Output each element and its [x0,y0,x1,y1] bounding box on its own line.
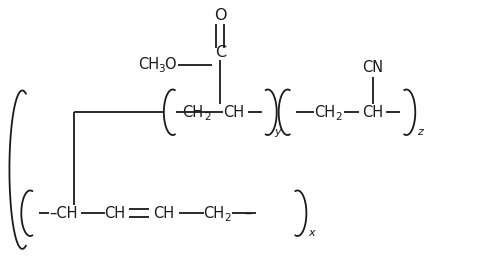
Text: 2: 2 [204,112,211,122]
Text: CH: CH [182,105,203,120]
Text: 2: 2 [224,213,231,223]
Text: y: y [274,127,281,137]
Text: –CH: –CH [49,206,78,221]
Text: O: O [164,57,175,72]
Text: C: C [215,45,226,60]
Text: 3: 3 [159,64,165,74]
Text: CH: CH [138,57,160,72]
Text: CH: CH [362,105,383,120]
Text: CH: CH [224,105,245,120]
Text: CH: CH [314,105,335,120]
Text: CH: CH [104,206,125,221]
Text: –: – [245,206,251,221]
Text: CH: CH [153,206,174,221]
Text: CN: CN [362,60,383,75]
Text: O: O [214,8,227,23]
Text: x: x [308,228,315,238]
Text: CH: CH [203,206,224,221]
Text: 2: 2 [336,112,342,122]
Text: z: z [417,127,423,137]
